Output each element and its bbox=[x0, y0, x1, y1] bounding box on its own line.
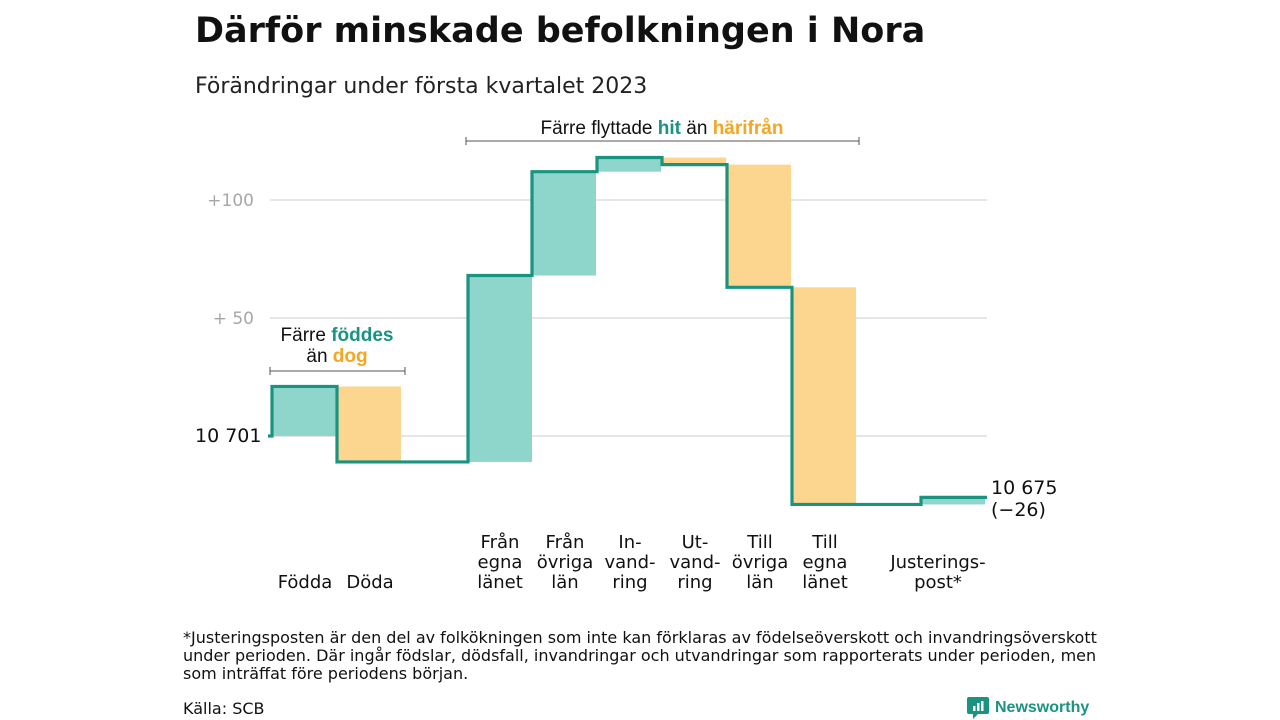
y-axis-ticks: + 50 +100 bbox=[207, 191, 254, 329]
waterfall-bar bbox=[727, 164, 791, 288]
waterfall-bar bbox=[921, 497, 985, 505]
migration-annotation: Färre flyttade hit än härifrån bbox=[541, 118, 784, 139]
births-annotation-line2: än dog bbox=[306, 346, 367, 367]
waterfall-bar bbox=[468, 275, 532, 462]
x-axis-label: Ut- bbox=[682, 532, 709, 553]
footnote-line-1: *Justeringsposten är den del av folkökni… bbox=[183, 628, 1097, 647]
running-total-line bbox=[268, 155, 987, 507]
births-annotation-prefix: Färre bbox=[281, 325, 332, 346]
end-change-label: (−26) bbox=[991, 499, 1046, 521]
births-annotation-an: än bbox=[306, 346, 332, 367]
x-axis-label: Döda bbox=[346, 572, 393, 593]
births-bracket bbox=[269, 367, 406, 375]
x-axis-label: Till bbox=[811, 532, 837, 553]
x-axis-label: län bbox=[746, 572, 773, 593]
x-axis-label: ring bbox=[612, 572, 647, 593]
waterfall-bar bbox=[532, 171, 596, 276]
migration-annotation-hit: hit bbox=[658, 118, 682, 139]
x-axis-label: vand- bbox=[669, 552, 720, 573]
x-axis-label: Från bbox=[481, 532, 520, 553]
x-axis-label: vand- bbox=[604, 552, 655, 573]
x-axis-label: län bbox=[551, 572, 578, 593]
y-tick-label: +100 bbox=[207, 191, 254, 211]
footnote-line-2: under perioden. Där ingår födslar, dödsf… bbox=[183, 646, 1096, 665]
births-annotation-line1: Färre föddes bbox=[281, 325, 394, 346]
chart-subtitle: Förändringar under första kvartalet 2023 bbox=[195, 74, 647, 99]
x-axis-label: övriga bbox=[537, 552, 594, 573]
newsworthy-icon bbox=[967, 697, 989, 719]
waterfall-bar bbox=[337, 386, 401, 462]
x-axis-label: egna bbox=[803, 552, 848, 573]
waterfall-bars bbox=[272, 157, 985, 505]
x-axis-label: ring bbox=[677, 572, 712, 593]
x-axis-label: egna bbox=[478, 552, 523, 573]
end-value-label: 10 675 bbox=[991, 477, 1057, 499]
migration-annotation-middle: än bbox=[681, 118, 713, 139]
migration-bracket bbox=[465, 137, 860, 145]
x-axis-label: post* bbox=[914, 572, 962, 593]
x-axis-label: länet bbox=[477, 572, 523, 593]
x-axis-label: länet bbox=[802, 572, 848, 593]
waterfall-bar bbox=[792, 287, 856, 505]
waterfall-bar bbox=[662, 157, 726, 165]
waterfall-bar bbox=[272, 386, 336, 436]
chart-title: Därför minskade befolkningen i Nora bbox=[195, 11, 925, 51]
running-total-path bbox=[268, 155, 987, 507]
waterfall-bar bbox=[597, 157, 661, 172]
start-value-label: 10 701 bbox=[195, 425, 261, 447]
x-axis-label: Till bbox=[746, 532, 772, 553]
migration-annotation-prefix: Färre flyttade bbox=[541, 118, 658, 139]
x-axis-label: Från bbox=[546, 532, 585, 553]
source-label: Källa: SCB bbox=[183, 699, 265, 718]
migration-annotation-harifran: härifrån bbox=[713, 118, 784, 139]
x-axis-labels: Födda DödaFrånegnalänetFrånövrigalänIn-va… bbox=[278, 532, 986, 593]
brand-name: Newsworthy bbox=[995, 699, 1089, 716]
births-annotation-foddes: föddes bbox=[331, 325, 393, 346]
x-axis-label: Justerings- bbox=[889, 552, 985, 573]
x-axis-label: Födda bbox=[278, 572, 333, 593]
footnote-line-3: som inträffat före periodens början. bbox=[183, 664, 468, 683]
y-tick-label: + 50 bbox=[213, 309, 254, 329]
x-axis-label: övriga bbox=[732, 552, 789, 573]
births-annotation-dog: dog bbox=[333, 346, 368, 367]
newsworthy-logo: Newsworthy bbox=[967, 697, 1089, 719]
x-axis-label: In- bbox=[618, 532, 641, 553]
